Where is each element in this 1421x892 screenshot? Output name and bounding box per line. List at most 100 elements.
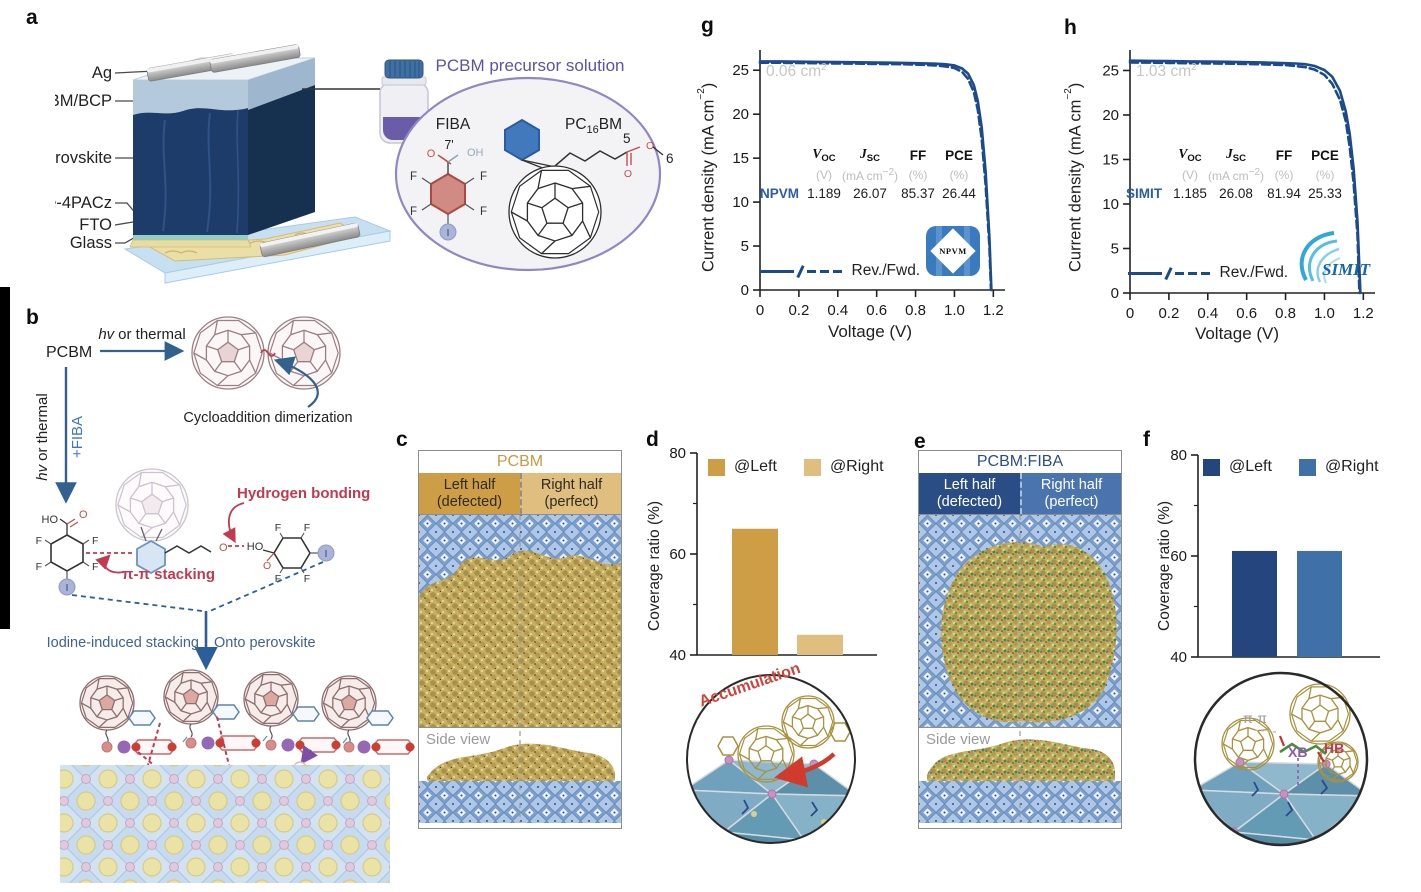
- left-half-line1: Left half: [943, 477, 996, 494]
- fiba-right-o: O: [263, 560, 271, 572]
- pce-value: 25.33: [1308, 186, 1342, 201]
- svg-text:1.2: 1.2: [1353, 305, 1374, 322]
- fiba-left-o: O: [79, 509, 88, 521]
- ester-o1: O: [624, 168, 632, 180]
- legend-swatch-right: [803, 458, 821, 476]
- svg-text:0: 0: [756, 302, 764, 319]
- svg-text:15: 15: [732, 150, 749, 167]
- revfwd-legend-g: Rev./Fwd.: [760, 262, 920, 280]
- svg-text:20: 20: [1102, 107, 1119, 124]
- hv-thermal-side: hvor thermal: [34, 393, 51, 480]
- npvm-logo-text: NPVM: [939, 246, 967, 256]
- fiba-left-f3: F: [36, 535, 42, 547]
- accumulation-inset: [686, 674, 856, 844]
- jv-chart-large-area: 0 5 10 15 20 25 0 0.2 0.4 0.6 0.8 1.0 1.2: [1102, 50, 1375, 322]
- svg-text:1.0: 1.0: [1314, 305, 1335, 322]
- pce-header: PCE: [1311, 147, 1339, 163]
- panel-label-f: f: [1143, 428, 1150, 451]
- pcbm-ball-f1: [1221, 717, 1275, 771]
- panel-label-b: b: [26, 306, 39, 329]
- ag-electrode-bars: [146, 44, 301, 82]
- arrow-hydrogen-bonding: [222, 502, 245, 544]
- pcbm-reactant-label: PCBM: [46, 344, 92, 361]
- ff-value: 85.37: [901, 186, 935, 201]
- fiba-label: FIBA: [436, 116, 471, 133]
- fiba-left-i: I: [66, 583, 69, 594]
- device-schematic: Ag PCBM/BCP Perovskite Me-4PACz FTO Glas…: [55, 44, 674, 284]
- chain-pos5: 5: [623, 131, 631, 146]
- ylabel-h: Current density (mA cm−2): [1063, 70, 1086, 285]
- jv-chart-small-area: 0 5 10 15 20 25 0 0.2 0.4 0.6 0.8 1.0 1.2: [732, 50, 1005, 319]
- svg-text:1.2: 1.2: [983, 302, 1004, 319]
- ylabel-g-sup: −2: [696, 88, 707, 100]
- pcbm-cluster-topview: [419, 550, 621, 727]
- panel-label-d: d: [646, 428, 659, 451]
- legend-swatch-left: [1203, 458, 1220, 476]
- perovskite-lattice: [60, 765, 390, 883]
- panel-label-h: h: [1064, 16, 1077, 39]
- perovskite-surface-f: [1195, 757, 1367, 845]
- svg-text:0: 0: [1111, 285, 1119, 302]
- svg-text:15: 15: [1102, 151, 1119, 168]
- fiba-right-ho: HO: [247, 541, 264, 553]
- pcbm-ester-chain: [164, 545, 212, 554]
- simulation-box-pcbm: PCBM Left half (defected) Right half (pe…: [418, 450, 622, 829]
- reaction-scheme: PCBM hv or thermal Cycloaddition dimeriza…: [34, 316, 415, 883]
- md-snapshot-pcbm: [419, 515, 621, 823]
- sim-header-pcbm-fiba: Left half (defected) Right half (perfect…: [919, 473, 1121, 514]
- fto-layer: [148, 222, 362, 262]
- fiba-f1: F: [480, 171, 487, 183]
- jv-table-g: VOC JSC FF PCE (V) (mA cm−2) (%) (%) NPV…: [760, 146, 978, 201]
- jsc-value: 26.08: [1219, 186, 1253, 201]
- right-half-line1: Right half: [1040, 477, 1103, 494]
- dash-left: [71, 594, 203, 612]
- svg-text:0.6: 0.6: [866, 302, 887, 319]
- svg-text:0.4: 0.4: [827, 302, 848, 319]
- svg-text:10: 10: [732, 194, 749, 211]
- legend-label-right: @Right: [829, 458, 884, 475]
- ylabel-d: Coverage ratio (%): [646, 500, 663, 631]
- jsc-unit: (mA cm−2): [841, 167, 899, 183]
- revfwd-label-g: Rev./Fwd.: [851, 262, 921, 279]
- hb-annotation: HB: [1324, 740, 1345, 756]
- ylabel-g-pre: Current density (mA cm: [699, 99, 718, 273]
- svg-text:0.2: 0.2: [788, 302, 809, 319]
- pcbm-fiba-cluster-topview: [940, 542, 1117, 723]
- revfwd-label-h: Rev./Fwd.: [1219, 264, 1289, 281]
- svg-text:1.0: 1.0: [944, 302, 965, 319]
- ff-unit: (%): [1274, 168, 1294, 182]
- svg-text:0: 0: [1126, 305, 1134, 322]
- ylabel-g: Current density (mA cm−2): [696, 70, 719, 285]
- fiba-right-f2: F: [304, 522, 310, 534]
- legend-d: @Left @Right: [708, 458, 884, 476]
- device-name-h: SIMIT: [1126, 186, 1162, 201]
- screenshot-edge-artifact: [0, 287, 10, 629]
- left-half-line1: Left half: [443, 477, 496, 494]
- svg-text:10: 10: [1102, 196, 1119, 213]
- simit-logo-text: SIMIT: [1322, 260, 1371, 279]
- svg-text:60: 60: [669, 546, 686, 563]
- dash-right: [209, 561, 324, 612]
- phenyl-hexagons-row: [128, 704, 394, 726]
- side-view-label-c: Side view: [426, 731, 491, 748]
- fiba-f2: F: [480, 206, 487, 218]
- legend-swatch-left: [708, 458, 725, 476]
- coverage-chart-pcbm: 40 60 80: [669, 445, 877, 664]
- cycloaddition-label: Cycloaddition dimerization: [183, 410, 352, 426]
- dimer-fullerene-left: [191, 316, 265, 390]
- area-label-g: 0.06 cm2: [766, 62, 827, 81]
- hv-thermal-top: hv or thermal: [98, 326, 185, 343]
- device-cube: [129, 57, 316, 248]
- fiba-oh: OH: [467, 147, 484, 159]
- svg-text:25: 25: [732, 62, 749, 79]
- fiba-left: HO O F F F F I: [36, 509, 98, 596]
- svg-text:5: 5: [741, 238, 749, 255]
- xb-annotation: XB: [1288, 744, 1308, 760]
- panel-label-a: a: [26, 6, 38, 29]
- anchored-fullerene-4: [321, 675, 377, 731]
- solution-title: PCBM precursor solution: [436, 56, 625, 75]
- revfwd-legend-h: Rev./Fwd.: [1128, 264, 1288, 282]
- fiba-right-f4: F: [304, 573, 310, 585]
- jsc-header: JSC: [1226, 146, 1246, 164]
- voc-unit: (V): [816, 168, 832, 182]
